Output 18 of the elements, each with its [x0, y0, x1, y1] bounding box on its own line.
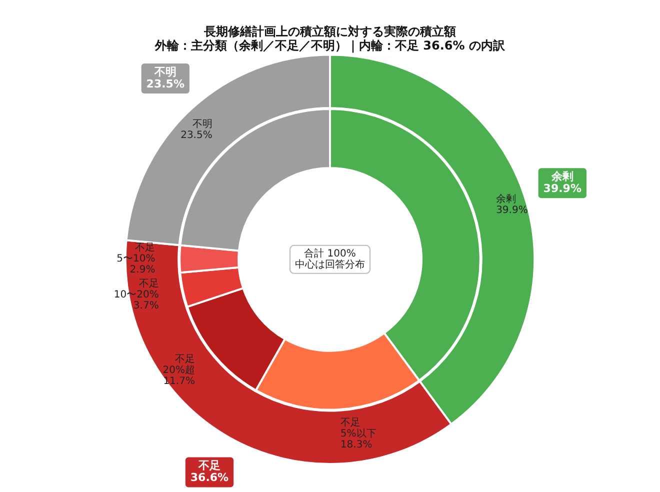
data-label: 23.5%: [180, 130, 212, 142]
data-label: 39.9%: [496, 204, 528, 216]
data-label: 18.3%: [340, 439, 372, 450]
chart-subtitle: 外輪：主分類（余剰／不足／不明）｜内輪：不足 36.6% の内訳: [154, 38, 506, 54]
slice-label: 不足 20%超: [162, 354, 195, 376]
chart-title: 長期修繕計画上の積立額に対する実際の積立額: [203, 24, 456, 38]
slice-label: 余剰: [496, 192, 516, 205]
data-label: 23.5%: [146, 77, 184, 90]
slice-label: 余剰: [550, 170, 574, 183]
data-label: 36.6%: [190, 471, 229, 484]
data-label: 2.9%: [130, 264, 156, 276]
data-label: 3.7%: [133, 300, 159, 312]
slice-label: 不明: [192, 119, 212, 130]
data-label: 39.9%: [543, 182, 582, 195]
slice-label: 不明: [153, 65, 176, 78]
text: 合計 100% 中心は回答分布: [295, 247, 365, 270]
slice-label: 不足 5%以下: [340, 417, 376, 440]
slice-label: 不足: [197, 459, 220, 472]
